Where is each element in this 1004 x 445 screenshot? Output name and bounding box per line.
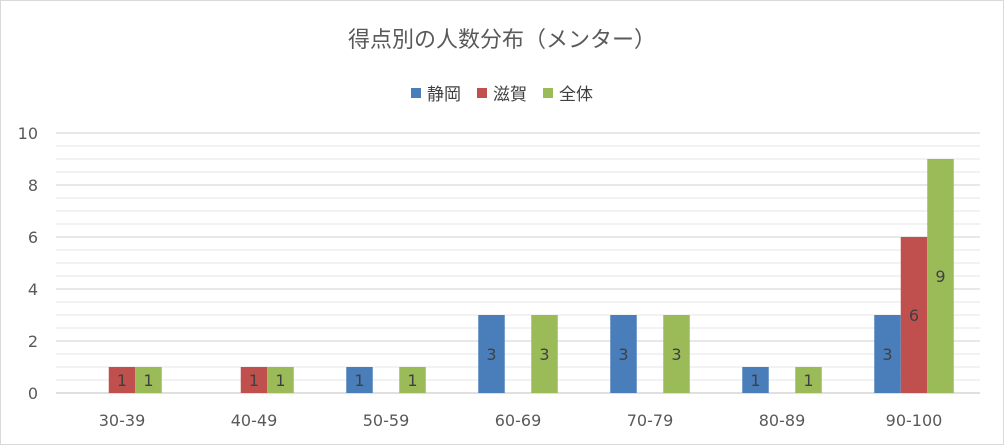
bar [240, 367, 268, 393]
bar [610, 315, 637, 393]
bar [927, 159, 954, 393]
legend-item-shiga: 滋賀 [477, 80, 527, 105]
legend-item-shizuoka: 静岡 [411, 80, 461, 105]
data-label: 3 [486, 345, 496, 364]
y-tick-label: 0 [28, 384, 38, 403]
legend-swatch-shiga [477, 87, 487, 98]
chart-title: 得点別の人数分布（メンター） [347, 28, 656, 53]
x-tick-label: 30-39 [99, 411, 146, 430]
data-label: 3 [671, 345, 681, 364]
y-tick-label: 8 [28, 176, 38, 195]
y-tick-label: 10 [18, 124, 38, 143]
x-tick-label: 40-49 [231, 411, 278, 430]
data-label: 1 [275, 371, 285, 390]
bar [663, 315, 690, 393]
data-label: 1 [750, 371, 760, 390]
legend-item-total: 全体 [543, 80, 593, 105]
bar [267, 367, 294, 393]
x-tick-label: 80-89 [759, 411, 806, 430]
x-tick-label: 70-79 [627, 411, 674, 430]
bar [900, 237, 928, 393]
data-label: 9 [935, 267, 945, 286]
y-tick-label: 2 [28, 332, 38, 351]
data-label: 1 [143, 371, 153, 390]
data-label: 1 [354, 371, 364, 390]
legend-label-total: 全体 [559, 85, 593, 105]
bar [108, 367, 136, 393]
x-tick-label: 60-69 [495, 411, 542, 430]
bar [346, 367, 373, 393]
y-tick-label: 6 [28, 228, 38, 247]
x-tick-label: 90-100 [886, 411, 943, 430]
legend-swatch-total [543, 87, 553, 98]
legend: 静岡 滋賀 全体 [0, 80, 1004, 105]
legend-swatch-shizuoka [411, 87, 421, 98]
data-label: 3 [618, 345, 628, 364]
bar [399, 367, 426, 393]
data-label: 3 [882, 345, 892, 364]
bar [795, 367, 822, 393]
legend-label-shiga: 滋賀 [493, 85, 527, 105]
x-tick-label: 50-59 [363, 411, 410, 430]
bar [531, 315, 558, 393]
data-label: 1 [117, 371, 127, 390]
data-label: 1 [803, 371, 813, 390]
bar [478, 315, 505, 393]
data-label: 1 [407, 371, 417, 390]
data-label: 1 [249, 371, 259, 390]
data-label: 3 [539, 345, 549, 364]
bar [874, 315, 901, 393]
bar [135, 367, 162, 393]
y-tick-label: 4 [28, 280, 38, 299]
data-label: 6 [909, 306, 919, 325]
legend-label-shizuoka: 静岡 [427, 85, 461, 105]
bar [742, 367, 769, 393]
